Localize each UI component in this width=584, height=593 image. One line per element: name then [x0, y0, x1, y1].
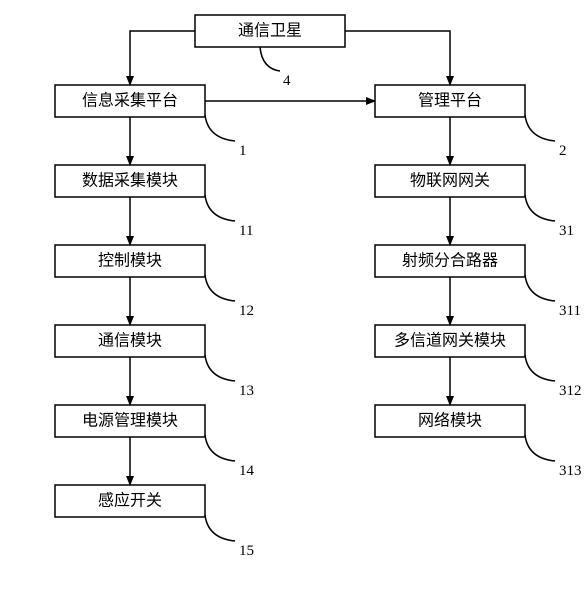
- callout-label-n_l3: 12: [239, 303, 254, 319]
- callout-label-n_r4: 312: [559, 383, 582, 399]
- node-n_l1: 信息采集平台: [55, 85, 205, 117]
- node-label-n_r2: 物联网网关: [410, 172, 490, 190]
- node-n_r1: 管理平台: [375, 85, 525, 117]
- callout-label-n_l5: 14: [239, 463, 255, 479]
- node-n_l6: 感应开关: [55, 485, 205, 517]
- callout-line-n_l3: [205, 275, 235, 301]
- node-n_l4: 通信模块: [55, 325, 205, 357]
- callout-label-n_l4: 13: [239, 383, 254, 399]
- callout-label-n_l6: 15: [239, 543, 254, 559]
- flowchart-svg: 通信卫星信息采集平台 管理平台数据采集模块 物联网网关控制模块 射频分合路器通信模块 多…: [0, 0, 584, 593]
- node-label-n_r5: 网络模块: [418, 411, 482, 430]
- callout-line-n_l4: [205, 355, 235, 381]
- node-label-n_r3: 射频分合路器: [402, 252, 498, 270]
- callout-label-n_top: 4: [283, 73, 291, 89]
- node-n_top: 通信卫星: [195, 15, 345, 47]
- node-n_l3: 控制模块: [55, 245, 205, 277]
- callout-line-n_r4: [525, 355, 555, 381]
- node-n_r2: 物联网网关: [375, 165, 525, 197]
- node-label-n_r4: 多信道网关模块: [394, 332, 506, 350]
- callout-line-n_top: [260, 47, 280, 71]
- callout-label-n_l1: 1: [239, 143, 247, 159]
- callout-line-n_r3: [525, 275, 555, 301]
- callout-line-n_l1: [205, 115, 235, 141]
- callout-label-n_r5: 313: [559, 463, 582, 479]
- callout-line-n_r2: [525, 195, 555, 221]
- node-n_l5: 电源管理模块: [55, 405, 205, 437]
- node-n_l2: 数据采集模块: [55, 165, 205, 197]
- edge-n_top-n_l1: [130, 31, 195, 85]
- callout-line-n_r1: [525, 115, 555, 141]
- callout-line-n_r5: [525, 435, 555, 461]
- callout-label-n_l2: 11: [239, 223, 253, 239]
- node-n_r5: 网络模块: [375, 405, 525, 437]
- node-n_r4: 多信道网关模块: [375, 325, 525, 357]
- node-label-n_l1: 信息采集平台: [82, 92, 178, 110]
- node-label-n_r1: 管理平台: [418, 92, 482, 110]
- node-label-n_l3: 控制模块: [98, 252, 162, 270]
- callout-line-n_l5: [205, 435, 235, 461]
- node-label-n_l4: 通信模块: [98, 332, 162, 350]
- callout-label-n_r1: 2: [559, 143, 567, 159]
- callout-label-n_r2: 31: [559, 223, 574, 239]
- edge-n_top-n_r1: [345, 31, 450, 85]
- callout-label-n_r3: 311: [559, 303, 581, 319]
- callout-line-n_l6: [205, 515, 235, 541]
- node-label-n_l2: 数据采集模块: [82, 172, 178, 190]
- node-label-n_l6: 感应开关: [98, 491, 162, 510]
- node-label-n_top: 通信卫星: [238, 22, 302, 40]
- callout-line-n_l2: [205, 195, 235, 221]
- node-label-n_l5: 电源管理模块: [82, 412, 178, 430]
- node-n_r3: 射频分合路器: [375, 245, 525, 277]
